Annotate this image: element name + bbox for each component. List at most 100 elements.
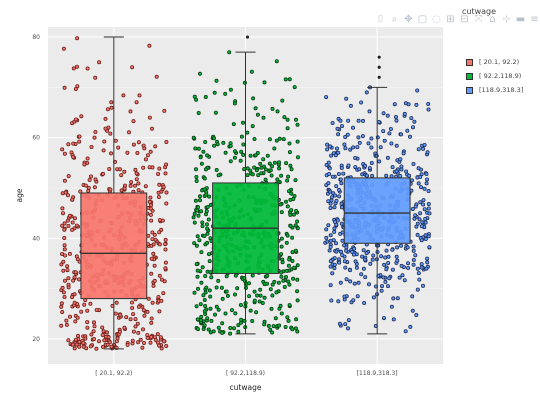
zoom-in-icon[interactable]: ⊞ [446,14,455,25]
jitter-point [379,284,384,289]
jitter-point [262,322,267,327]
jitter-point [426,206,431,211]
jitter-point [362,300,367,305]
jitter-point [68,314,73,319]
jitter-point [277,323,282,328]
jitter-point [294,208,299,213]
y-tick-label: 80 [32,34,40,41]
jitter-point [163,237,168,242]
jitter-point [149,256,154,261]
zoom-out-icon[interactable]: ⊟ [460,14,469,25]
jitter-point [102,338,107,343]
jitter-point [136,330,141,335]
outlier-point [377,75,381,79]
legend-item[interactable]: [118.9,318.3] [466,83,523,97]
jitter-point [92,135,97,140]
jitter-point [89,332,94,337]
jitter-point [62,221,67,226]
jitter-point [103,126,108,131]
jitter-point [345,132,350,137]
jitter-point [66,142,71,147]
jitter-point [206,327,211,332]
jitter-point [205,231,210,236]
spike-lines-icon[interactable]: ⊹ [502,14,511,25]
jitter-point [77,277,82,282]
jitter-point [223,150,228,155]
jitter-point [332,229,337,234]
jitter-point [364,251,369,256]
box-select-icon[interactable]: ▢ [417,14,428,25]
jitter-point [262,80,267,85]
hover-compare-icon[interactable]: ≡ [530,14,539,25]
jitter-point [228,325,233,330]
jitter-point [60,147,65,152]
autoscale-icon[interactable]: ⤧ [474,14,483,25]
jitter-point [291,212,296,217]
jitter-point [344,96,349,101]
jitter-point [66,276,71,281]
jitter-point [381,129,386,134]
jitter-point [199,161,204,166]
jitter-point [212,143,217,148]
jitter-point [163,260,168,265]
jitter-point [152,278,157,283]
jitter-point [239,149,244,154]
jitter-point [394,143,399,148]
jitter-point [290,250,295,255]
jitter-point [130,305,135,310]
jitter-point [71,278,76,283]
jitter-point [406,102,411,107]
jitter-point [324,95,329,100]
jitter-point [425,256,430,261]
jitter-point [381,111,386,116]
jitter-point [197,198,202,203]
legend-item[interactable]: [ 92.2,118.9) [466,69,523,83]
pan-icon[interactable]: ✥ [404,14,413,25]
jitter-point [72,216,77,221]
jitter-point [232,292,237,297]
jitter-point [205,240,210,245]
lasso-icon[interactable]: ◌ [432,14,441,25]
jitter-point [157,273,162,278]
jitter-point [248,168,253,173]
jitter-point [273,316,278,321]
jitter-point [116,145,121,150]
jitter-point [379,254,384,259]
jitter-point [134,177,139,182]
jitter-point [71,141,76,146]
jitter-point [363,163,368,168]
jitter-point [198,155,203,160]
jitter-point [328,283,333,288]
legend-item[interactable]: [ 20.1, 92.2) [466,55,523,69]
jitter-point [82,302,87,307]
jitter-point [410,125,415,130]
jitter-point [359,100,364,105]
jitter-point [285,233,290,238]
jitter-point [203,212,208,217]
jitter-point [390,267,395,272]
jitter-point [101,171,106,176]
jitter-point [193,198,198,203]
jitter-point [145,333,150,338]
jitter-point [271,324,276,329]
jitter-point [77,344,82,349]
jitter-point [287,141,292,146]
x-tick-label: [118.9,318.3] [357,370,398,377]
jitter-point [415,266,420,271]
jitter-point [387,131,392,136]
jitter-point [423,216,428,221]
jitter-point [339,205,344,210]
jitter-point [427,211,432,216]
zoom-icon[interactable]: ⌕ [391,14,398,25]
jitter-point [214,304,219,309]
jitter-point [71,342,76,347]
jitter-point [360,134,365,139]
hover-closest-icon[interactable]: ▬ [515,14,526,25]
camera-icon[interactable]: ⌷ [377,14,384,25]
jitter-point [369,136,374,141]
jitter-point [337,194,342,199]
reset-axes-icon[interactable]: ⌂ [489,14,496,25]
jitter-point [257,299,262,304]
jitter-point [199,314,204,319]
jitter-point [163,266,168,271]
